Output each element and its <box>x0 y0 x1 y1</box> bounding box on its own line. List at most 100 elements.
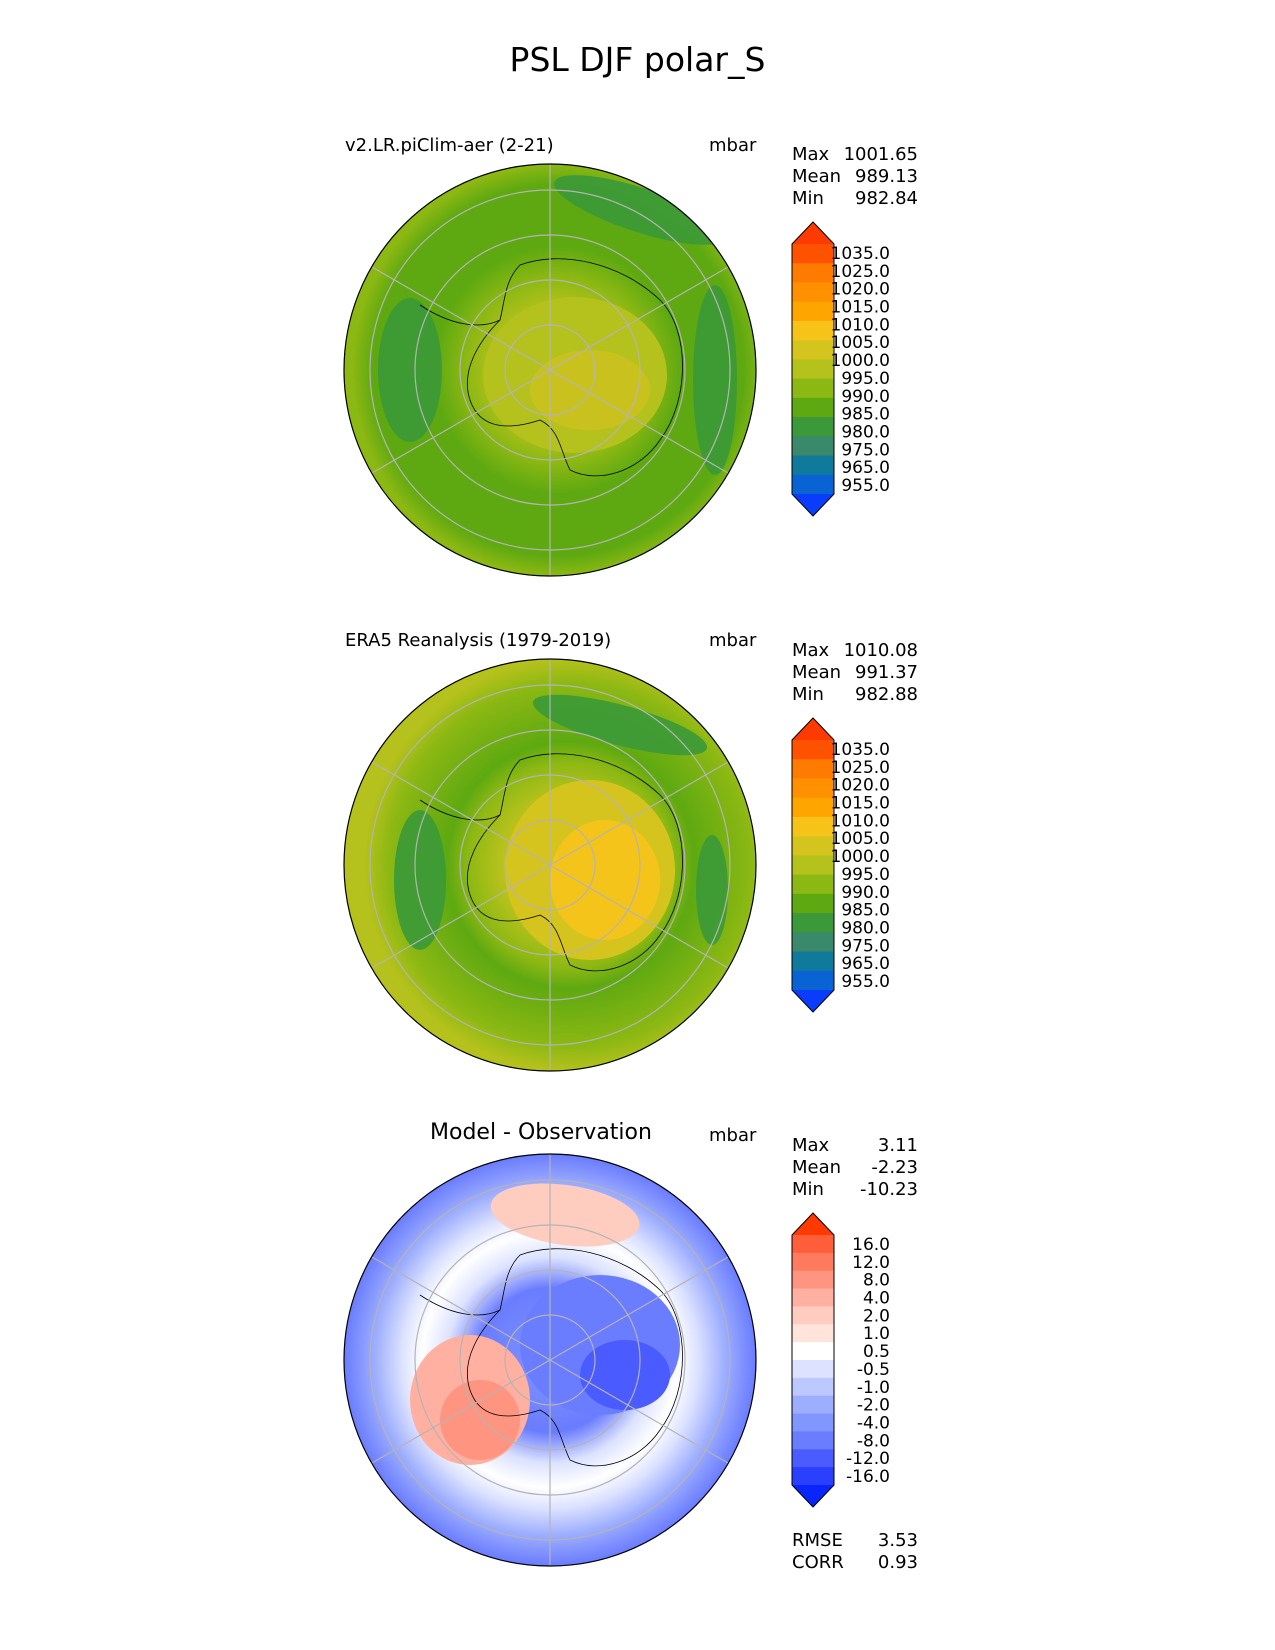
colorbar-segment <box>792 397 834 418</box>
stat-value: 991.37 <box>855 662 918 683</box>
stat-value: 3.53 <box>877 1530 918 1551</box>
figure-title: PSL DJF polar_S <box>509 40 766 79</box>
colorbar-tick-label: 1000.0 <box>831 847 890 867</box>
colorbar-tick-label: 8.0 <box>863 1271 890 1291</box>
colorbar-outline <box>791 1212 835 1508</box>
colorbar-tick-label: 965.0 <box>841 458 890 478</box>
colorbar-tick-label: 980.0 <box>841 919 890 939</box>
stat-label: CORR <box>792 1552 844 1573</box>
stat-value: 1001.65 <box>843 144 918 165</box>
stat-value: 982.88 <box>855 684 918 705</box>
colorbar-segment <box>792 1288 834 1307</box>
colorbar-segment <box>792 1467 834 1486</box>
colorbar-tick-label: 1005.0 <box>831 829 890 849</box>
colorbar-tick-label: 1035.0 <box>831 740 890 760</box>
graticule <box>369 659 731 1071</box>
colorbar-tick-label: -12.0 <box>846 1449 890 1469</box>
colorbar-segment <box>792 378 834 399</box>
colorbar-segment <box>792 263 834 283</box>
colorbar-tick-label: 1025.0 <box>831 758 890 778</box>
colorbar-tick-label: 1000.0 <box>831 351 890 371</box>
colorbar-tick-label: 1020.0 <box>831 776 890 796</box>
stat-label: Min <box>792 1179 824 1200</box>
colorbar-extend-min <box>792 990 834 1012</box>
colorbar-segment <box>792 778 834 799</box>
colorbar-outline <box>791 717 835 1013</box>
colorbar-segment <box>792 913 834 933</box>
colorbar-extend-max <box>792 1213 834 1235</box>
stat-label: Max <box>792 640 830 661</box>
colorbar-segment <box>792 1235 834 1254</box>
colorbar-tick-label: 985.0 <box>841 405 890 425</box>
coastline <box>466 753 683 972</box>
colorbar-segment <box>792 836 834 856</box>
colorbar-tick-label: 1035.0 <box>831 244 890 264</box>
colorbar-extend-min <box>792 494 834 516</box>
colorbar-tick-label: 965.0 <box>841 954 890 974</box>
panel-3-units: mbar <box>709 1125 757 1146</box>
stat-label: Mean <box>792 166 842 187</box>
colorbar-tick-label: 995.0 <box>841 865 890 885</box>
colorbar-tick-label: 955.0 <box>841 972 890 992</box>
colorbar-extend-max <box>792 718 834 740</box>
colorbar-tick-label: -0.5 <box>857 1360 890 1380</box>
coastline <box>466 258 683 477</box>
colorbar-tick-label: -4.0 <box>857 1414 890 1434</box>
colorbar-segment <box>792 1360 834 1379</box>
stat-value: -10.23 <box>859 1179 918 1200</box>
colorbar-segment <box>792 1449 834 1468</box>
colorbar-tick-label: -1.0 <box>857 1378 890 1398</box>
graticule <box>369 164 731 576</box>
colorbar-segment <box>792 359 834 380</box>
colorbar-tick-label: 2.0 <box>863 1306 890 1326</box>
stat-label: Max <box>792 1135 830 1156</box>
colorbar-tick-label: 995.0 <box>841 369 890 389</box>
colorbar-tick-label: 1015.0 <box>831 794 890 814</box>
colorbar-segment <box>792 970 834 991</box>
stat-label: Mean <box>792 1157 842 1178</box>
colorbar-segment <box>792 951 834 972</box>
colorbar-segment <box>792 282 834 303</box>
colorbar-segment <box>792 893 834 914</box>
panel-3-title: Model - Observation <box>430 1120 652 1145</box>
colorbar-segment <box>792 1395 834 1415</box>
colorbar-segment <box>792 301 834 322</box>
colorbar-segment <box>792 1270 834 1290</box>
stat-value: 0.93 <box>877 1552 918 1573</box>
colorbar-segment <box>792 1413 834 1432</box>
stat-label: Mean <box>792 662 842 683</box>
panel-3-stats: Max 3.11 Mean -2.23 Min -10.23 <box>792 1135 918 1201</box>
colorbar-tick-label: 985.0 <box>841 901 890 921</box>
colorbar-tick-label: 990.0 <box>841 883 890 903</box>
colorbar-segment <box>792 1431 834 1450</box>
colorbar-segment <box>792 455 834 476</box>
colorbar-segment <box>792 1306 834 1325</box>
colorbar-segment <box>792 855 834 876</box>
colorbar-tick-label: 4.0 <box>863 1289 890 1309</box>
colorbar-tick-label: 1025.0 <box>831 262 890 282</box>
colorbar-segment <box>792 759 834 779</box>
stat-label: Max <box>792 144 830 165</box>
panel-2-title: ERA5 Reanalysis (1979-2019) <box>345 630 612 651</box>
colorbar-tick-label: 1015.0 <box>831 298 890 318</box>
colorbar-tick-label: -2.0 <box>857 1396 890 1416</box>
colorbar-tick-label: 975.0 <box>841 440 890 460</box>
colorbar-tick-label: 0.5 <box>863 1342 890 1362</box>
colorbar-tick-label: 1020.0 <box>831 280 890 300</box>
colorbar-tick-label: 16.0 <box>852 1235 890 1255</box>
colorbar-tick-label: 975.0 <box>841 936 890 956</box>
panel-1-title: v2.LR.piClim-aer (2-21) <box>345 135 554 156</box>
graticule <box>369 1154 731 1566</box>
colorbar-tick-label: -8.0 <box>857 1431 890 1451</box>
colorbar-segment <box>792 1252 834 1272</box>
panel-3-extra-stats: RMSE 3.53 CORR 0.93 <box>792 1530 918 1574</box>
colorbar-segment <box>792 1324 834 1343</box>
colorbar-tick-label: -16.0 <box>846 1467 890 1487</box>
stat-label: Min <box>792 684 824 705</box>
colorbar-outline <box>791 221 835 517</box>
